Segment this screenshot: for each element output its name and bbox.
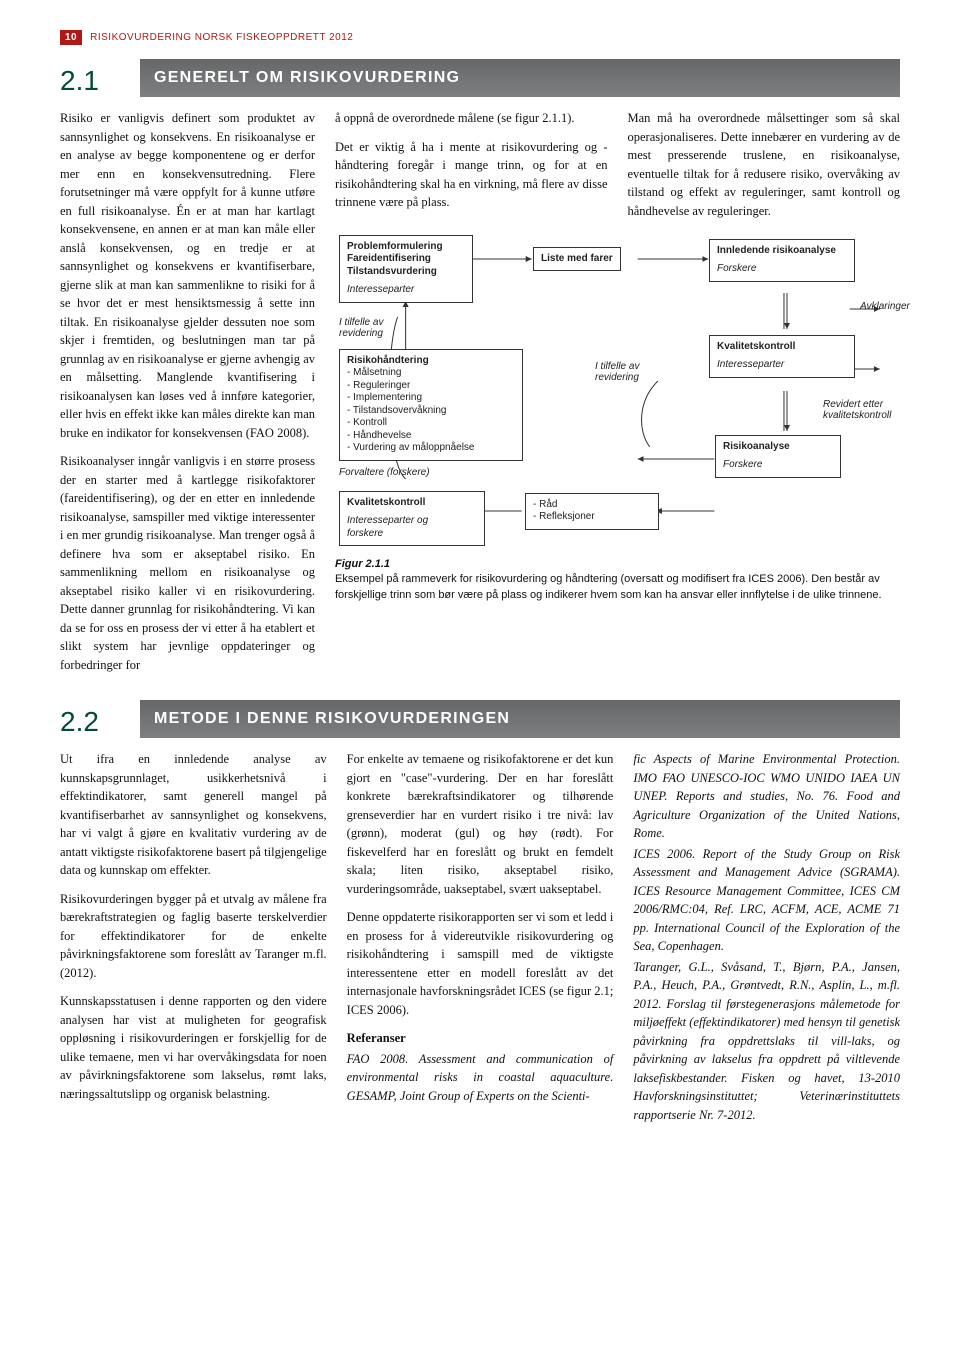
page-number: 10: [60, 30, 82, 45]
section-number: 2.1: [60, 59, 140, 97]
body-paragraph: For enkelte av temaene og risikofaktoren…: [347, 750, 614, 898]
diagram-label: Forvaltere (forskere): [339, 467, 430, 478]
diagram-text: Kvalitetskontroll: [347, 497, 477, 510]
figure-caption-title: Figur 2.1.1: [335, 558, 390, 570]
section-number: 2.2: [60, 700, 140, 738]
diagram-box: Problemformulering Fareidentifisering Ti…: [339, 235, 473, 303]
diagram-label: Revidert etter kvalitetskontroll: [823, 399, 891, 421]
section-title: GENERELT OM RISIKOVURDERING: [140, 59, 900, 97]
body-paragraph: Risiko er vanligvis definert som produkt…: [60, 109, 315, 442]
body-paragraph: Risikovurderingen bygger på et utvalg av…: [60, 890, 327, 983]
diagram-text: Innledende risikoanalyse: [717, 245, 847, 258]
diagram-box: Risikoanalyse Forskere: [715, 435, 841, 478]
body-paragraph: Det er viktig å ha i mente at risikovurd…: [335, 138, 608, 212]
references-heading: Referanser: [347, 1029, 614, 1048]
section-header-2-2: 2.2 METODE I DENNE RISIKOVURDERINGEN: [60, 700, 900, 738]
diagram-text: Liste med farer: [541, 253, 613, 264]
figure-2-1-1-diagram: Problemformulering Fareidentifisering Ti…: [335, 231, 900, 551]
reference-item: fic Aspects of Marine Environmental Prot…: [633, 750, 900, 843]
running-title: RISIKOVURDERING NORSK FISKEOPPDRETT 2012: [90, 32, 353, 43]
diagram-text: Interesseparter: [717, 359, 847, 372]
body-paragraph: å oppnå de overordnede målene (se figur …: [335, 109, 608, 128]
diagram-text: Interesseparter og forskere: [347, 515, 477, 540]
reference-item: Taranger, G.L., Svåsand, T., Bjørn, P.A.…: [633, 958, 900, 1125]
body-paragraph: Risikoanalyser inngår vanligvis i en stø…: [60, 452, 315, 674]
reference-item: FAO 2008. Assessment and communication o…: [347, 1050, 614, 1106]
diagram-text: - Målsetning - Reguleringer - Implemente…: [347, 367, 515, 455]
diagram-text: Risikoanalyse: [723, 441, 833, 454]
diagram-label: Avklaringer: [860, 301, 910, 312]
reference-item: ICES 2006. Report of the Study Group on …: [633, 845, 900, 956]
diagram-text: Interesseparter: [347, 284, 465, 297]
figure-caption: Figur 2.1.1 Eksempel på rammeverk for ri…: [335, 557, 900, 603]
diagram-label: I tilfelle av revidering: [339, 317, 383, 339]
figure-caption-text: Eksempel på rammeverk for risikovurderin…: [335, 573, 882, 600]
running-header: 10 RISIKOVURDERING NORSK FISKEOPPDRETT 2…: [60, 30, 900, 45]
body-paragraph: Denne oppdaterte risikorapporten ser vi …: [347, 908, 614, 1019]
body-paragraph: Ut ifra en innledende analyse av kunnska…: [60, 750, 327, 880]
diagram-box: Liste med farer: [533, 247, 621, 272]
diagram-label: I tilfelle av revidering: [595, 361, 639, 383]
diagram-text: Forskere: [723, 459, 833, 472]
diagram-box: - Råd - Refleksjoner: [525, 493, 659, 530]
diagram-box: Kvalitetskontroll Interesseparter og for…: [339, 491, 485, 547]
section-title: METODE I DENNE RISIKOVURDERINGEN: [140, 700, 900, 738]
body-paragraph: Kunnskapsstatusen i denne rapporten og d…: [60, 992, 327, 1103]
body-paragraph: Man må ha overordnede målsettinger som s…: [628, 109, 901, 220]
diagram-text: Risikohåndtering: [347, 355, 515, 368]
diagram-box: Risikohåndtering - Målsetning - Reguleri…: [339, 349, 523, 461]
section-header-2-1: 2.1 GENERELT OM RISIKOVURDERING: [60, 59, 900, 97]
diagram-text: Problemformulering Fareidentifisering Ti…: [347, 241, 465, 279]
diagram-text: Forskere: [717, 263, 847, 276]
diagram-box: Innledende risikoanalyse Forskere: [709, 239, 855, 282]
diagram-text: Kvalitetskontroll: [717, 341, 847, 354]
diagram-box: Kvalitetskontroll Interesseparter: [709, 335, 855, 378]
